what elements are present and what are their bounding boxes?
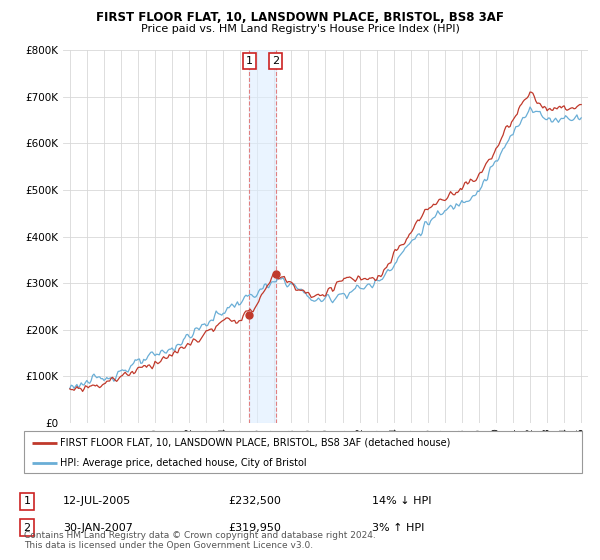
- Text: £319,950: £319,950: [228, 522, 281, 533]
- Text: 2: 2: [272, 56, 279, 66]
- FancyBboxPatch shape: [24, 431, 582, 473]
- Text: 1: 1: [246, 56, 253, 66]
- Text: HPI: Average price, detached house, City of Bristol: HPI: Average price, detached house, City…: [60, 458, 307, 468]
- Text: 1: 1: [23, 496, 31, 506]
- Bar: [250, 50, 276, 423]
- Text: 3% ↑ HPI: 3% ↑ HPI: [372, 522, 424, 533]
- Text: 12-JUL-2005: 12-JUL-2005: [63, 496, 131, 506]
- Text: 30-JAN-2007: 30-JAN-2007: [63, 522, 133, 533]
- Text: 2: 2: [23, 522, 31, 533]
- Text: Contains HM Land Registry data © Crown copyright and database right 2024.
This d: Contains HM Land Registry data © Crown c…: [24, 530, 376, 550]
- Text: £232,500: £232,500: [228, 496, 281, 506]
- Text: FIRST FLOOR FLAT, 10, LANSDOWN PLACE, BRISTOL, BS8 3AF (detached house): FIRST FLOOR FLAT, 10, LANSDOWN PLACE, BR…: [60, 437, 451, 447]
- Text: FIRST FLOOR FLAT, 10, LANSDOWN PLACE, BRISTOL, BS8 3AF: FIRST FLOOR FLAT, 10, LANSDOWN PLACE, BR…: [96, 11, 504, 24]
- Text: Price paid vs. HM Land Registry's House Price Index (HPI): Price paid vs. HM Land Registry's House …: [140, 24, 460, 34]
- Text: 14% ↓ HPI: 14% ↓ HPI: [372, 496, 431, 506]
